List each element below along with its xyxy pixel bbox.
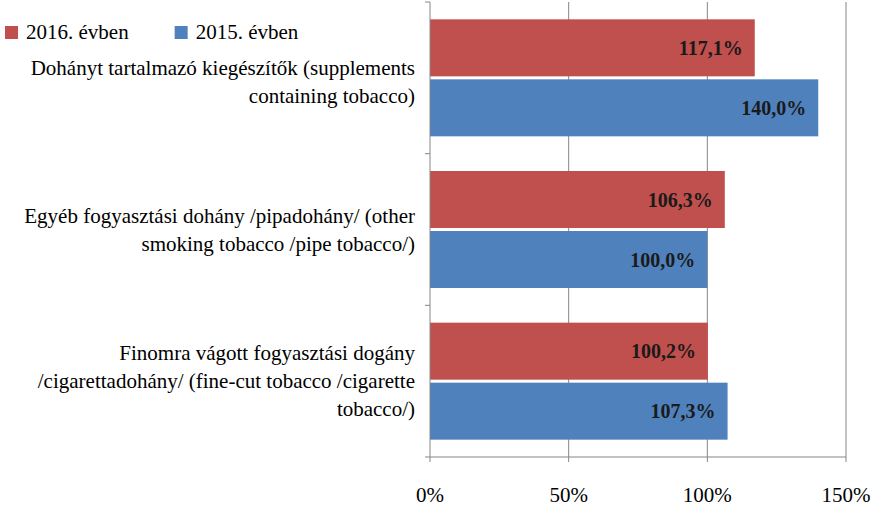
category-label-line: Finomra vágott fogyasztási dogány [119, 341, 415, 365]
category-tick [425, 457, 430, 458]
category-label-line: /cigarettadohány/ (fine-cut tobacco /cig… [38, 369, 415, 393]
bar [430, 231, 707, 288]
data-label: 107,3% [651, 400, 716, 422]
category-tick [425, 305, 430, 306]
tick-mark [707, 457, 708, 462]
bar [430, 383, 728, 440]
category-label-line: Egyéb fogyasztási dohány /pipadohány/ (o… [24, 204, 415, 228]
category-label-line: tobacco/) [337, 397, 415, 421]
bar [430, 79, 818, 136]
data-label: 100,2% [631, 340, 696, 362]
tick-label: 150% [822, 483, 871, 507]
data-label: 100,0% [630, 249, 695, 271]
category-label: Finomra vágott fogyasztási dogány/cigare… [38, 341, 416, 421]
bar [430, 19, 755, 76]
category-label: Egyéb fogyasztási dohány /pipadohány/ (o… [24, 204, 415, 256]
data-label: 140,0% [741, 97, 806, 119]
tick-mark [568, 457, 569, 462]
category-tick [425, 2, 430, 3]
category-tick [425, 153, 430, 154]
legend-label: 2016. évben [26, 20, 129, 44]
bars [430, 19, 818, 439]
category-label: Dohányt tartalmazó kiegészítők (suppleme… [31, 56, 415, 108]
legend-item: 2016. évben [5, 20, 129, 44]
bar [430, 171, 725, 228]
legend-swatch [5, 26, 18, 39]
category-label-line: containing tobacco) [249, 84, 415, 108]
legend-item: 2015. évben [175, 20, 299, 44]
legend-swatch [175, 26, 188, 39]
tick-mark [846, 457, 847, 462]
category-label-line: smoking tobacco /pipe tobacco/) [141, 232, 415, 256]
tick-label: 0% [416, 483, 444, 507]
category-axis [430, 2, 431, 457]
legend-label: 2015. évben [196, 20, 299, 44]
value-axis [430, 457, 846, 458]
category-label-line: Dohányt tartalmazó kiegészítők (suppleme… [31, 56, 415, 80]
data-label: 106,3% [648, 189, 713, 211]
tick-mark [430, 457, 431, 462]
chart: 0% 50% 100% 150% 117,1% 140,0% 106,3% 100,0% 100… [0, 0, 888, 521]
bar [430, 323, 708, 380]
tick-label: 50% [549, 483, 588, 507]
grid-line [846, 2, 847, 457]
tick-label: 100% [683, 483, 732, 507]
data-label: 117,1% [679, 37, 743, 59]
